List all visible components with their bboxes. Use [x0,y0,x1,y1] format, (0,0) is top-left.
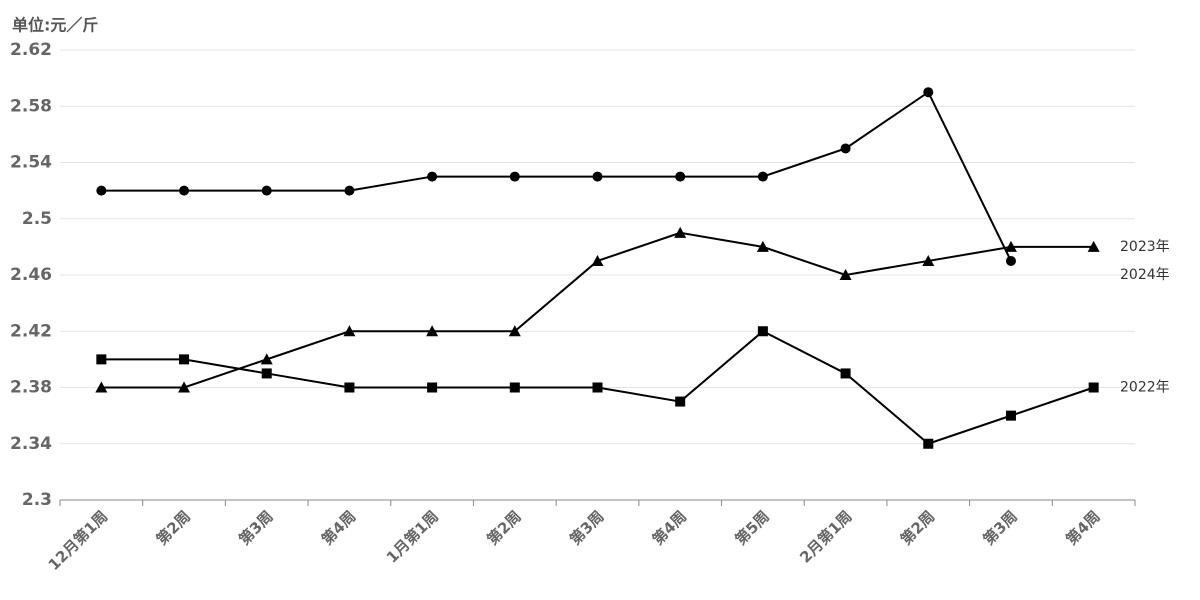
point [840,368,851,379]
point [179,354,190,365]
x-tick-label: 2月第1周 [796,507,855,566]
point [343,325,356,337]
point [508,325,521,337]
y-tick-label: 2.54 [10,153,52,173]
x-tick-label: 第5周 [732,507,773,548]
point [591,254,604,266]
point [1005,410,1016,421]
x-tick-label: 第4周 [318,507,359,548]
point [344,185,355,196]
y-tick-label: 2.58 [10,96,52,116]
point [675,396,686,407]
point [1005,255,1016,266]
y-tick-label: 2.42 [10,321,52,341]
x-tick-label: 第2周 [897,507,938,548]
x-tick-label: 第3周 [980,507,1021,548]
point [261,185,272,196]
y-tick-label: 2.5 [22,209,52,229]
y-tick-label: 2.46 [10,265,52,285]
point [509,382,520,393]
series-line [101,90,1012,262]
point [509,171,520,182]
point [757,326,768,337]
point [344,382,355,393]
point [923,87,934,98]
y-tick-label: 2.34 [10,434,52,454]
series-label: 2023年 [1120,239,1170,255]
point [756,240,769,252]
point [922,254,935,266]
point [427,382,438,393]
point [95,381,108,393]
point [96,354,107,365]
point [179,185,190,196]
y-tick-label: 2.62 [10,40,52,60]
x-tick-label: 第3周 [566,507,607,548]
point [757,171,768,182]
point [260,353,273,365]
point [426,325,439,337]
x-tick-label: 1月第1周 [383,507,442,566]
x-tick-label: 第4周 [649,507,690,548]
y-tick-label: 2.38 [10,378,52,398]
y-axis-label: 单位:元／斤 [12,16,98,35]
series-label: 2024年 [1120,267,1170,283]
point [261,368,272,379]
x-tick-label: 第2周 [153,507,194,548]
x-tick-label: 第4周 [1062,507,1103,548]
point [675,171,686,182]
point [427,171,438,182]
point [1087,240,1100,252]
x-tick-label: 12月第1周 [45,507,112,574]
point [1088,382,1099,393]
point [840,143,851,154]
point [923,438,934,449]
point [839,269,852,280]
x-tick-label: 第3周 [235,507,276,548]
point [1004,240,1017,252]
x-tick-label: 第2周 [483,507,524,548]
y-tick-label: 2.3 [22,490,52,510]
point [674,226,687,238]
series-label: 2022年 [1120,380,1170,396]
point [592,382,603,393]
point [96,185,107,196]
point [592,171,603,182]
point [178,381,191,393]
